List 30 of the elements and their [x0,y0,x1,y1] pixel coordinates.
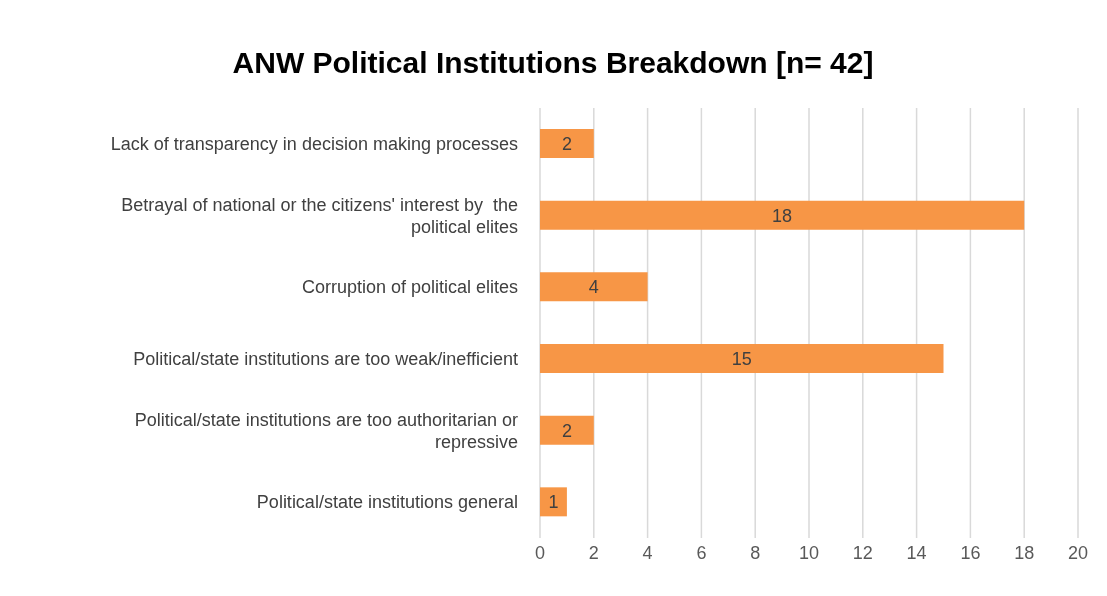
bar [540,272,648,302]
bar [540,487,567,517]
x-tick-label: 16 [960,542,981,563]
data-label: 4 [588,277,599,298]
x-tick-label: 4 [642,542,653,563]
x-tick-label: 14 [906,542,927,563]
data-label: 1 [548,492,559,513]
data-label: 15 [731,348,752,369]
bar [540,344,944,373]
bar [540,129,594,158]
y-tick-label: Political/state institutions general [256,492,518,513]
data-label: 2 [561,133,572,154]
y-tick-label: Political/state institutions are too authoritarian or repressive [134,409,519,452]
y-tick-label: Lack of transparency in decision making processes [110,133,518,154]
x-tick-label: 8 [750,542,761,563]
y-tick-label: Betrayal of national or the citizens' interest by the political elites [121,194,518,237]
y-tick-label: Corruption of political elites [301,277,518,298]
x-tick-label: 6 [696,542,707,563]
data-label: 2 [561,420,572,441]
x-tick-label: 0 [534,542,546,563]
chart-title: ANW Political Institutions Breakdown [n= 42] [231,45,875,81]
y-tick-label: Political/state institutions are too weak/inefficient [133,348,518,369]
x-tick-label: 2 [588,542,599,563]
x-tick-label: 18 [1014,542,1035,563]
x-tick-label: 12 [852,542,873,563]
bar [540,200,1025,230]
data-label: 18 [772,205,793,226]
x-tick-label: 10 [798,542,820,563]
x-tick-label: 20 [1067,542,1089,563]
bar [540,415,594,445]
